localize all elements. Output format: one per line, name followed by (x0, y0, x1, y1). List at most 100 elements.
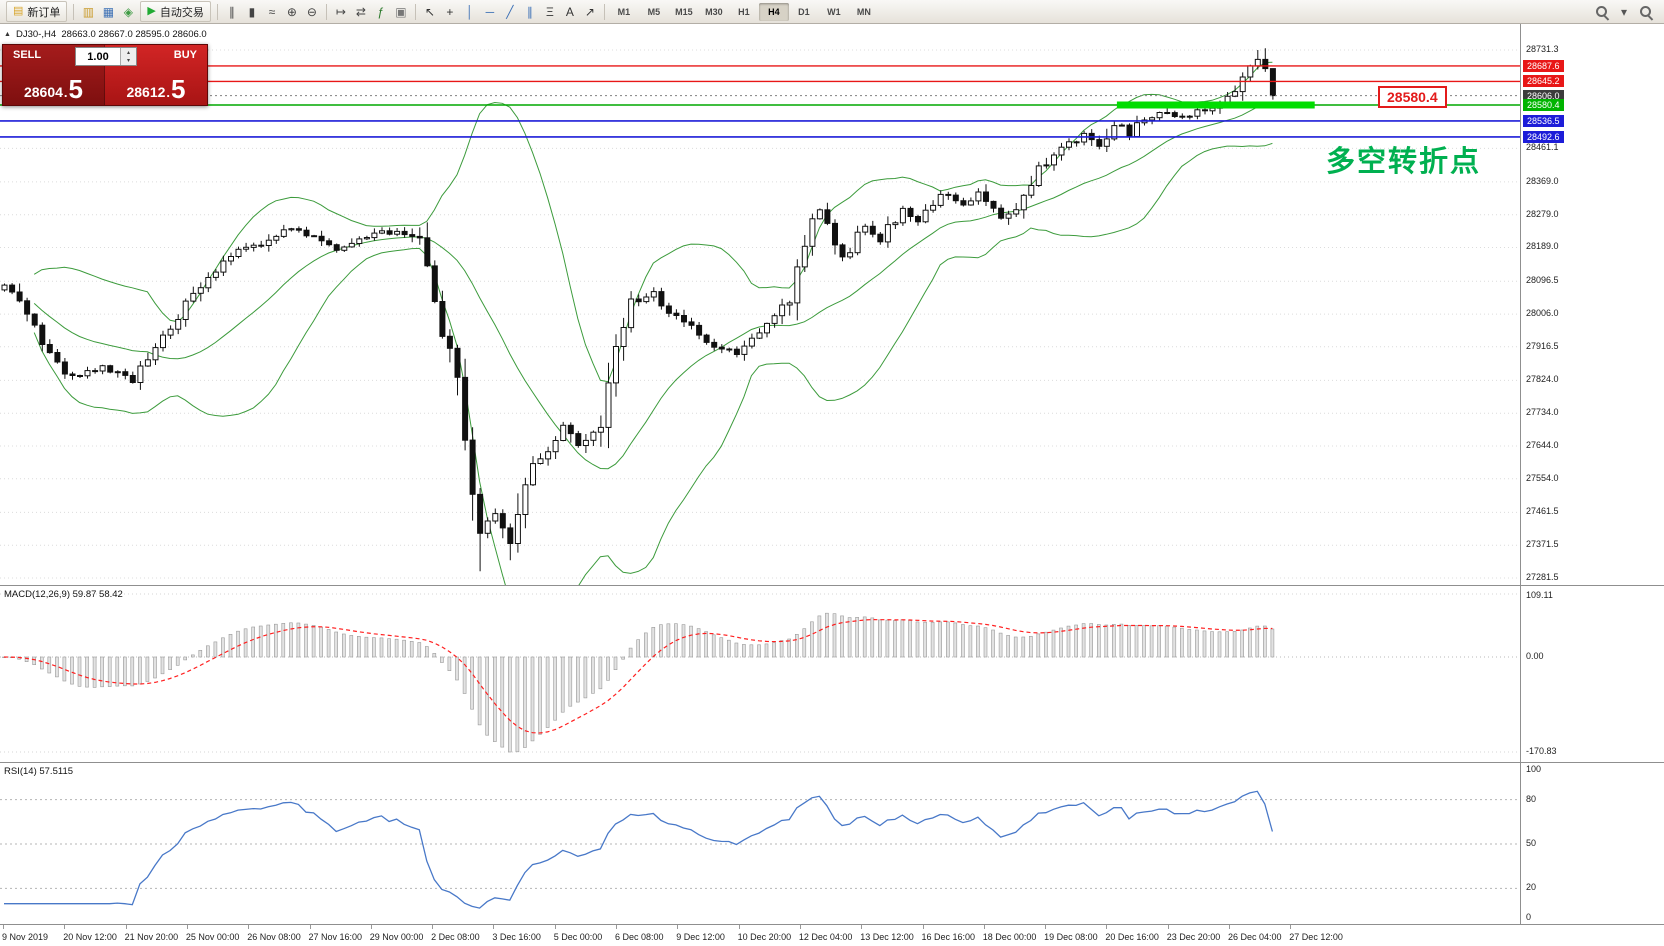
zoom-out-icon[interactable]: ⊖ (306, 4, 317, 19)
macd-axis-label: -170.83 (1526, 746, 1557, 756)
timeframe-button-m15[interactable]: M15 (675, 6, 693, 17)
volume-spinner[interactable]: ▴ ▾ (120, 48, 136, 65)
price-scale[interactable]: 28731.3 28461.1 28369.0 28279.0 28189.0 28096… (1520, 24, 1664, 924)
rsi-panel-layer (0, 790, 1520, 909)
rsi-axis-label: 80 (1526, 793, 1537, 804)
price-axis-tag: 28606.0 (1523, 89, 1564, 102)
volume-up-icon[interactable]: ▴ (121, 48, 136, 57)
toolbar-separator (603, 3, 605, 20)
time-tick (1167, 925, 1169, 929)
text-label-icon[interactable]: A (565, 4, 574, 19)
toolbar-separator (73, 3, 75, 20)
line-chart-mode-icon[interactable]: ≈ (268, 4, 276, 19)
time-tick (861, 925, 863, 929)
time-tick (3, 925, 4, 929)
cursor-icon[interactable]: ↖ (424, 4, 435, 19)
bollinger-middle-line (33, 102, 1273, 470)
timeframe-button-h4[interactable]: H4 (758, 2, 789, 21)
volume-control: ▴ ▾ (75, 47, 137, 66)
price-axis-label: 27281.5 (1526, 572, 1559, 582)
equidistant-channel-icon[interactable]: ∥ (526, 4, 533, 19)
navigator-icon[interactable]: ◈ (123, 4, 134, 19)
timeframe-toolbar: M1 M5 M15 M30 H1 H4 D1 W1 MN (609, 2, 879, 21)
time-axis-label: 26 Nov 08:00 (247, 932, 301, 942)
time-tick (186, 925, 188, 929)
timeframe-button-m30[interactable]: M30 (705, 6, 723, 17)
time-tick (248, 925, 250, 929)
one-click-trading-panel: SELL 28604.5 BUY 28612.5 ▴ ▾ (2, 44, 208, 106)
data-window-icon[interactable]: ▦ (102, 4, 115, 19)
timeframe-button-m1[interactable]: M1 (617, 6, 631, 17)
price-level-callout[interactable]: 28580.4 (1378, 86, 1447, 108)
timeframe-button-w1[interactable]: W1 (827, 6, 841, 17)
search-symbol-icon[interactable] (1594, 4, 1610, 20)
time-tick (370, 925, 372, 929)
market-watch-icon[interactable]: ▥ (82, 4, 95, 19)
buy-label: BUY (173, 49, 197, 61)
sell-button[interactable]: SELL 28604. 5 (3, 45, 105, 105)
chart-ohlc-header: DJ30-,H4 28663.0 28667.0 28595.0 28606.0 (16, 29, 207, 40)
quick-search-icon[interactable] (1638, 4, 1654, 20)
time-axis-label: 6 Dec 08:00 (615, 932, 664, 942)
chart-canvas[interactable] (0, 24, 1520, 924)
horizontal-lines-layer (0, 65, 1520, 138)
time-tick (125, 925, 127, 929)
time-axis-label: 9 Dec 12:00 (676, 932, 725, 942)
timeframe-button-m5[interactable]: M5 (647, 6, 661, 17)
price-axis-label: 28189.0 (1526, 241, 1559, 252)
rsi-line (4, 790, 1274, 909)
volume-down-icon[interactable]: ▾ (121, 56, 136, 65)
candlestick-mode-icon[interactable]: ▮ (248, 4, 256, 19)
support-highlight-band[interactable] (1116, 101, 1315, 109)
timeframe-button-d1[interactable]: D1 (798, 6, 810, 17)
time-axis-label: 27 Dec 12:00 (1289, 932, 1343, 942)
time-axis-label: 3 Dec 16:00 (492, 932, 541, 942)
rsi-axis-label: 50 (1526, 838, 1537, 848)
price-axis-label: 27916.5 (1526, 340, 1559, 351)
bar-chart-mode-icon[interactable]: ∥ (228, 4, 235, 19)
time-axis-label: 16 Dec 16:00 (921, 932, 976, 942)
bollinger-upper-line (33, 61, 1273, 383)
indicators-icon[interactable]: ƒ (377, 4, 385, 19)
time-axis-label: 26 Dec 04:00 (1228, 932, 1282, 942)
time-axis-label: 2 Dec 08:00 (431, 932, 480, 942)
time-tick (432, 925, 434, 929)
price-axis-label: 28731.3 (1526, 44, 1559, 54)
trendline-icon[interactable]: ╱ (506, 4, 514, 19)
price-axis-label: 27554.0 (1526, 472, 1559, 483)
search-dropdown-icon[interactable]: ▾ (1620, 4, 1628, 19)
chart-shift-icon[interactable]: ⇄ (355, 4, 366, 19)
templates-icon[interactable]: ▣ (395, 4, 407, 19)
time-tick (1290, 925, 1292, 929)
buy-price-pips: 5 (171, 74, 186, 104)
time-axis-label: 13 Dec 12:00 (860, 932, 914, 942)
fibonacci-icon[interactable]: Ξ (545, 4, 554, 19)
new-order-button-label: 新订单 (27, 6, 61, 19)
toolbar-separator (414, 3, 416, 20)
rsi-axis-label: 100 (1526, 764, 1542, 774)
volume-input[interactable] (76, 48, 120, 65)
new-order-button[interactable]: ▤ 新订单 (6, 1, 68, 22)
grid-layer (0, 49, 1520, 579)
toolbar-separator (216, 3, 218, 20)
time-axis-label: 25 Nov 00:00 (185, 932, 240, 942)
horizontal-line-icon[interactable]: ─ (485, 4, 495, 19)
one-click-collapse-icon[interactable]: ▲ (4, 31, 11, 38)
turning-point-note: 多空转折点 (1326, 146, 1482, 178)
timeframe-button-h1[interactable]: H1 (738, 6, 750, 17)
time-axis[interactable]: 9 Nov 2019 20 Nov 12:00 21 Nov 20:00 25 Nov… (0, 924, 1664, 946)
time-axis-label: 5 Dec 00:00 (553, 932, 603, 942)
price-axis-label: 27824.0 (1526, 374, 1559, 385)
zoom-in-icon[interactable]: ⊕ (286, 4, 297, 19)
timeframe-button-mn[interactable]: MN (856, 6, 871, 17)
rsi-panel-divider[interactable] (0, 762, 1664, 763)
arrows-icon[interactable]: ↗ (584, 4, 595, 19)
auto-trading-button[interactable]: ▶ 自动交易 (140, 1, 211, 22)
vertical-line-icon[interactable]: │ (466, 4, 474, 19)
crosshair-icon[interactable]: + (446, 4, 454, 19)
macd-panel-divider[interactable] (0, 585, 1664, 586)
price-axis-tag: 28580.4 (1523, 98, 1564, 111)
auto-scroll-icon[interactable]: ↦ (335, 4, 346, 19)
toolbar-items: ▤ 新订单 ▥ ▦ ◈ ▶ 自动交易 ∥ ▮ ≈ ⊕ ⊖ ↦ ⇄ ƒ ▣ ↖ + │ ─ ╱ ∥ Ξ A ↗ (4, 1, 609, 22)
price-axis-label: 28369.0 (1526, 175, 1559, 186)
